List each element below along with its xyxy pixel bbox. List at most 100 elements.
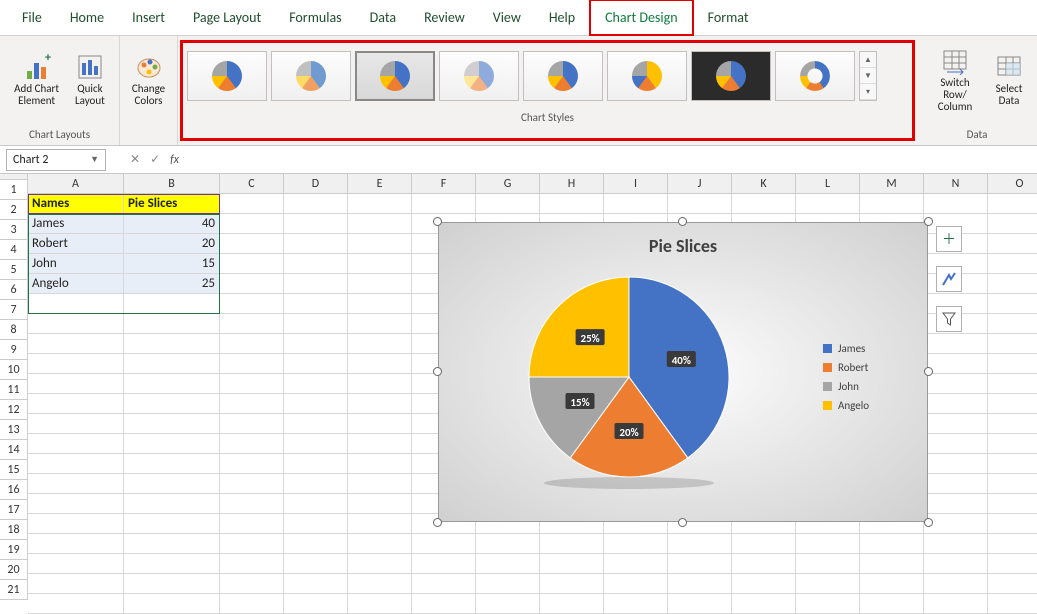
cell-O9[interactable] xyxy=(988,354,1037,374)
row-header-3[interactable]: 3 xyxy=(0,220,28,240)
cell-N8[interactable] xyxy=(924,334,988,354)
cell-N20[interactable] xyxy=(924,574,988,594)
cell-E1[interactable] xyxy=(348,194,412,214)
cell-C14[interactable] xyxy=(220,454,284,474)
cell-L19[interactable] xyxy=(796,554,860,574)
cell-I20[interactable] xyxy=(604,574,668,594)
cell-H18[interactable] xyxy=(540,534,604,554)
cell-D11[interactable] xyxy=(284,394,348,414)
cell-C8[interactable] xyxy=(220,334,284,354)
row-header-16[interactable]: 16 xyxy=(0,480,28,500)
cell-H21[interactable] xyxy=(540,594,604,614)
cell-E7[interactable] xyxy=(348,314,412,334)
resize-handle[interactable] xyxy=(678,217,687,226)
tab-chart-design[interactable]: Chart Design xyxy=(589,0,693,36)
cell-D12[interactable] xyxy=(284,414,348,434)
cell-B11[interactable] xyxy=(124,394,220,414)
cell-B21[interactable] xyxy=(124,594,220,614)
cell-A14[interactable] xyxy=(28,454,124,474)
cell-G21[interactable] xyxy=(476,594,540,614)
row-header-21[interactable]: 21 xyxy=(0,580,28,600)
cell-D4[interactable] xyxy=(284,254,348,274)
cell-E12[interactable] xyxy=(348,414,412,434)
cell-B14[interactable] xyxy=(124,454,220,474)
chart-elements-tool[interactable]: ＋ xyxy=(936,226,962,252)
column-header-L[interactable]: L xyxy=(796,174,860,194)
cell-A17[interactable] xyxy=(28,514,124,534)
cell-D5[interactable] xyxy=(284,274,348,294)
cell-I1[interactable] xyxy=(604,194,668,214)
column-header-N[interactable]: N xyxy=(924,174,988,194)
column-header-J[interactable]: J xyxy=(668,174,732,194)
cell-A8[interactable] xyxy=(28,334,124,354)
cell-B10[interactable] xyxy=(124,374,220,394)
cell-C5[interactable] xyxy=(220,274,284,294)
cell-C3[interactable] xyxy=(220,234,284,254)
cell-D2[interactable] xyxy=(284,214,348,234)
cell-D10[interactable] xyxy=(284,374,348,394)
cell-A2[interactable]: James xyxy=(28,214,124,234)
cancel-formula-icon[interactable]: ✕ xyxy=(130,152,140,167)
cell-D6[interactable] xyxy=(284,294,348,314)
fx-icon[interactable]: fx xyxy=(170,153,187,167)
cell-N10[interactable] xyxy=(924,374,988,394)
cell-G19[interactable] xyxy=(476,554,540,574)
row-header-2[interactable]: 2 xyxy=(0,200,28,220)
cell-F19[interactable] xyxy=(412,554,476,574)
cell-B4[interactable]: 15 xyxy=(124,254,220,274)
cell-O10[interactable] xyxy=(988,374,1037,394)
cell-A6[interactable] xyxy=(28,294,124,314)
cell-A4[interactable]: John xyxy=(28,254,124,274)
cell-H1[interactable] xyxy=(540,194,604,214)
cell-M18[interactable] xyxy=(860,534,924,554)
tab-data[interactable]: Data xyxy=(356,1,410,34)
cell-E11[interactable] xyxy=(348,394,412,414)
column-header-K[interactable]: K xyxy=(732,174,796,194)
cell-C2[interactable] xyxy=(220,214,284,234)
column-header-A[interactable]: A xyxy=(28,174,124,194)
column-header-F[interactable]: F xyxy=(412,174,476,194)
column-header-M[interactable]: M xyxy=(860,174,924,194)
cell-M19[interactable] xyxy=(860,554,924,574)
cell-B1[interactable]: Pie Slices xyxy=(124,194,220,214)
cell-J1[interactable] xyxy=(668,194,732,214)
switch-row-column-button[interactable]: Switch Row/Column xyxy=(925,45,985,115)
chart-style-thumb-4[interactable] xyxy=(439,51,519,101)
cell-C7[interactable] xyxy=(220,314,284,334)
cell-O8[interactable] xyxy=(988,334,1037,354)
cell-O4[interactable] xyxy=(988,254,1037,274)
cell-D19[interactable] xyxy=(284,554,348,574)
cell-K18[interactable] xyxy=(732,534,796,554)
cell-M1[interactable] xyxy=(860,194,924,214)
cell-E18[interactable] xyxy=(348,534,412,554)
cell-A16[interactable] xyxy=(28,494,124,514)
cell-N18[interactable] xyxy=(924,534,988,554)
cell-E3[interactable] xyxy=(348,234,412,254)
resize-handle[interactable] xyxy=(678,518,687,527)
cell-G20[interactable] xyxy=(476,574,540,594)
name-box[interactable]: Chart 2 ▼ xyxy=(6,149,106,171)
cell-L1[interactable] xyxy=(796,194,860,214)
cell-B8[interactable] xyxy=(124,334,220,354)
cell-E5[interactable] xyxy=(348,274,412,294)
cell-D3[interactable] xyxy=(284,234,348,254)
cell-I19[interactable] xyxy=(604,554,668,574)
cell-B3[interactable]: 20 xyxy=(124,234,220,254)
cell-A18[interactable] xyxy=(28,534,124,554)
cell-J18[interactable] xyxy=(668,534,732,554)
cell-N1[interactable] xyxy=(924,194,988,214)
cell-C6[interactable] xyxy=(220,294,284,314)
embedded-chart[interactable]: Pie Slices 40%20%15%25% JamesRobertJohnA… xyxy=(438,222,928,522)
cell-D15[interactable] xyxy=(284,474,348,494)
tab-view[interactable]: View xyxy=(479,1,535,34)
tab-insert[interactable]: Insert xyxy=(118,1,179,34)
cell-E16[interactable] xyxy=(348,494,412,514)
column-header-D[interactable]: D xyxy=(284,174,348,194)
cell-D17[interactable] xyxy=(284,514,348,534)
cell-O14[interactable] xyxy=(988,454,1037,474)
cell-E2[interactable] xyxy=(348,214,412,234)
cell-M21[interactable] xyxy=(860,594,924,614)
cell-J20[interactable] xyxy=(668,574,732,594)
cell-D13[interactable] xyxy=(284,434,348,454)
resize-handle[interactable] xyxy=(433,217,442,226)
